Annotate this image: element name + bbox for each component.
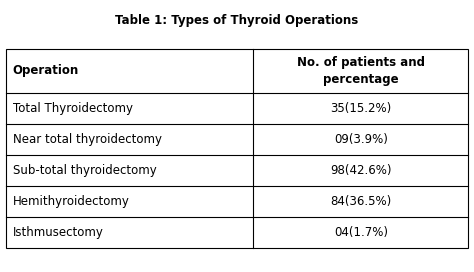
- Text: 35(15.2%): 35(15.2%): [330, 102, 392, 115]
- Text: Hemithyroidectomy: Hemithyroidectomy: [13, 194, 130, 208]
- Text: 09(3.9%): 09(3.9%): [334, 133, 388, 146]
- Text: No. of patients and
percentage: No. of patients and percentage: [297, 56, 425, 86]
- Text: 98(42.6%): 98(42.6%): [330, 163, 392, 177]
- Text: Total Thyroidectomy: Total Thyroidectomy: [13, 102, 133, 115]
- Text: Operation: Operation: [13, 64, 79, 77]
- Text: 84(36.5%): 84(36.5%): [330, 194, 392, 208]
- Text: Table 1: Types of Thyroid Operations: Table 1: Types of Thyroid Operations: [115, 14, 359, 27]
- Bar: [6, 49, 468, 248]
- Text: Isthmusectomy: Isthmusectomy: [13, 225, 104, 239]
- Text: Near total thyroidectomy: Near total thyroidectomy: [13, 133, 162, 146]
- Text: Sub-total thyroidectomy: Sub-total thyroidectomy: [13, 163, 156, 177]
- Text: 04(1.7%): 04(1.7%): [334, 225, 388, 239]
